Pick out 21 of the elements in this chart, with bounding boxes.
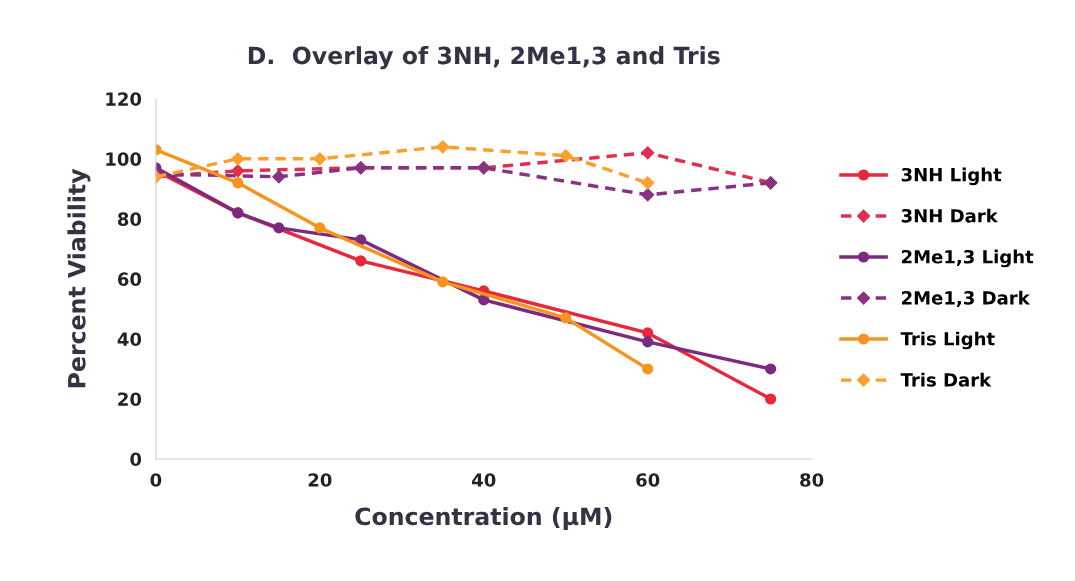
y-tick-label: 40 (117, 332, 142, 347)
y-tick-label: 80 (117, 212, 142, 226)
x-tick-label: 20 (308, 473, 332, 487)
legend-label: 2Me1,3 Dark (902, 290, 1031, 307)
legend-label: Tris Light (900, 331, 995, 350)
x-tick-label: 80 (800, 473, 824, 487)
x-axis-title: Concentration (μM) (355, 507, 612, 530)
y-tick-label: 120 (106, 92, 142, 106)
y-tick-label: 100 (106, 152, 142, 166)
x-tick-label: 60 (636, 473, 660, 487)
y-axis-title: Percent Viability (67, 168, 91, 388)
legend-label: 3NH Dark (901, 208, 999, 223)
legend-label: 2Me1,3 Light (902, 249, 1034, 268)
y-tick-label: 60 (117, 272, 142, 286)
legend-label: Tris Dark (900, 372, 992, 387)
legend-label: 3NH Light (901, 167, 1002, 186)
chart-title: D. Overlay of 3NH, 2Me1,3 and Tris (248, 46, 720, 70)
y-tick-label: 20 (118, 392, 142, 407)
x-tick-label: 40 (472, 473, 496, 487)
x-tick-label: 0 (150, 473, 162, 487)
y-tick-label: 0 (130, 452, 142, 467)
